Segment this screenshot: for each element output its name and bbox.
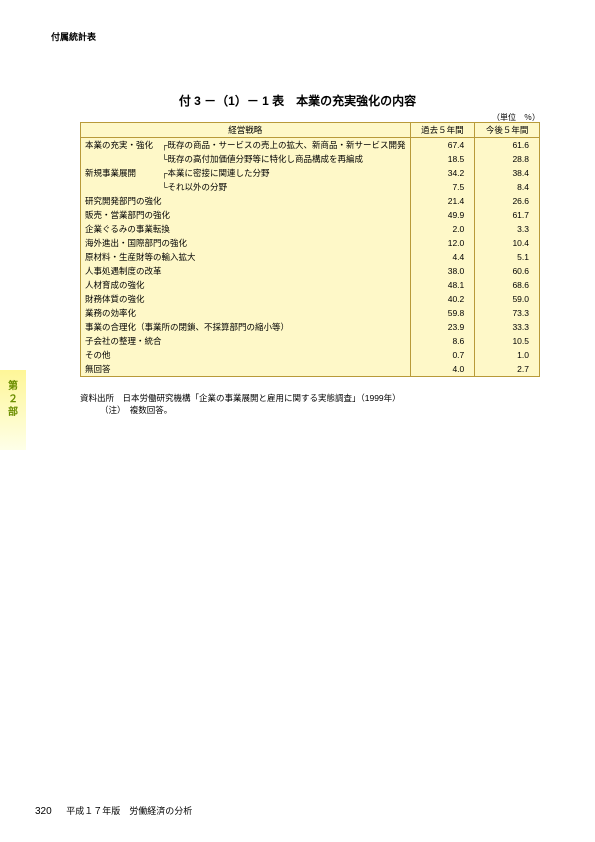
row-value-future: 73.3 [475,306,540,320]
row-value-past: 59.8 [410,306,475,320]
row-value-past: 49.9 [410,208,475,222]
row-value-future: 10.5 [475,334,540,348]
row-value-future: 26.6 [475,194,540,208]
row-value-past: 4.4 [410,250,475,264]
row-value-future: 10.4 [475,236,540,250]
row-value-future: 28.8 [475,152,540,166]
side-tab-part-label: 第 ２ 部 [0,370,26,450]
row-label: └それ以外の分野 [81,180,411,194]
row-value-future: 5.1 [475,250,540,264]
row-value-past: 40.2 [410,292,475,306]
row-value-future: 2.7 [475,362,540,377]
table-row: 事業の合理化（事業所の閉鎖、不採算部門の縮小等）23.933.3 [81,320,540,334]
table-row: 無回答4.02.7 [81,362,540,377]
table-row: 研究開発部門の強化21.426.6 [81,194,540,208]
table-header-row: 経営戦略 過去５年間 今後５年間 [81,123,540,138]
row-label: 業務の効率化 [81,306,411,320]
side-tab-char: 第 [8,380,18,393]
row-value-past: 38.0 [410,264,475,278]
page-number: 320 [35,806,52,817]
row-value-past: 21.4 [410,194,475,208]
row-label: 本業の充実・強化 ┌既存の商品・サービスの売上の拡大、新商品・新サービス開発 [81,138,411,153]
row-value-past: 8.6 [410,334,475,348]
table-row: └それ以外の分野7.58.4 [81,180,540,194]
row-value-past: 7.5 [410,180,475,194]
row-label: 海外進出・国際部門の強化 [81,236,411,250]
page-footer: 320 平成１７年版 労働経済の分析 [35,804,192,817]
table-row: 海外進出・国際部門の強化12.010.4 [81,236,540,250]
table-body: 本業の充実・強化 ┌既存の商品・サービスの売上の拡大、新商品・新サービス開発67… [81,138,540,377]
row-value-past: 48.1 [410,278,475,292]
row-value-future: 8.4 [475,180,540,194]
col-header-strategy: 経営戦略 [81,123,411,138]
row-label: 原材料・生産財等の輸入拡大 [81,250,411,264]
side-tab-char: ２ [8,393,18,406]
row-value-future: 59.0 [475,292,540,306]
row-label: 人事処遇制度の改革 [81,264,411,278]
row-value-future: 33.3 [475,320,540,334]
data-table-container: 経営戦略 過去５年間 今後５年間 本業の充実・強化 ┌既存の商品・サービスの売上… [80,122,540,377]
table-row: 販売・営業部門の強化49.961.7 [81,208,540,222]
row-value-future: 1.0 [475,348,540,362]
row-label: 財務体質の強化 [81,292,411,306]
row-value-past: 4.0 [410,362,475,377]
row-label: 事業の合理化（事業所の閉鎖、不採算部門の縮小等） [81,320,411,334]
row-label: └既存の高付加価値分野等に特化し商品構成を再編成 [81,152,411,166]
row-label: 研究開発部門の強化 [81,194,411,208]
col-header-future: 今後５年間 [475,123,540,138]
table-row: その他0.71.0 [81,348,540,362]
source-citation: 資料出所 日本労働研究機構「企業の事業展開と雇用に関する実態調査」（1999年） [80,392,401,404]
header-section-label: 付属統計表 [51,30,96,43]
table-row: 業務の効率化59.873.3 [81,306,540,320]
row-value-past: 12.0 [410,236,475,250]
table-title: 付 3 －（1）－ 1 表 本業の充実強化の内容 [0,92,595,109]
side-tab-char: 部 [8,406,18,419]
table-row: 子会社の整理・統合8.610.5 [81,334,540,348]
row-value-future: 61.6 [475,138,540,153]
table-row: 財務体質の強化40.259.0 [81,292,540,306]
row-value-past: 34.2 [410,166,475,180]
table-row: 新規事業展開 ┌本業に密接に関連した分野34.238.4 [81,166,540,180]
row-value-future: 3.3 [475,222,540,236]
row-label: 新規事業展開 ┌本業に密接に関連した分野 [81,166,411,180]
row-label: 子会社の整理・統合 [81,334,411,348]
row-value-future: 38.4 [475,166,540,180]
table-row: 人事処遇制度の改革38.060.6 [81,264,540,278]
row-label: 企業ぐるみの事業転換 [81,222,411,236]
row-value-future: 60.6 [475,264,540,278]
row-value-past: 67.4 [410,138,475,153]
data-table: 経営戦略 過去５年間 今後５年間 本業の充実・強化 ┌既存の商品・サービスの売上… [80,122,540,377]
table-note: （注） 複数回答。 [100,404,172,416]
col-header-past: 過去５年間 [410,123,475,138]
row-value-future: 61.7 [475,208,540,222]
row-value-future: 68.6 [475,278,540,292]
table-row: 原材料・生産財等の輸入拡大4.45.1 [81,250,540,264]
row-label: 無回答 [81,362,411,377]
footer-title: 平成１７年版 労働経済の分析 [66,806,192,816]
table-row: └既存の高付加価値分野等に特化し商品構成を再編成18.528.8 [81,152,540,166]
row-label: 人材育成の強化 [81,278,411,292]
row-value-past: 0.7 [410,348,475,362]
row-value-past: 23.9 [410,320,475,334]
row-label: その他 [81,348,411,362]
row-label: 販売・営業部門の強化 [81,208,411,222]
row-value-past: 2.0 [410,222,475,236]
table-row: 本業の充実・強化 ┌既存の商品・サービスの売上の拡大、新商品・新サービス開発67… [81,138,540,153]
row-value-past: 18.5 [410,152,475,166]
table-row: 企業ぐるみの事業転換2.03.3 [81,222,540,236]
table-row: 人材育成の強化48.168.6 [81,278,540,292]
